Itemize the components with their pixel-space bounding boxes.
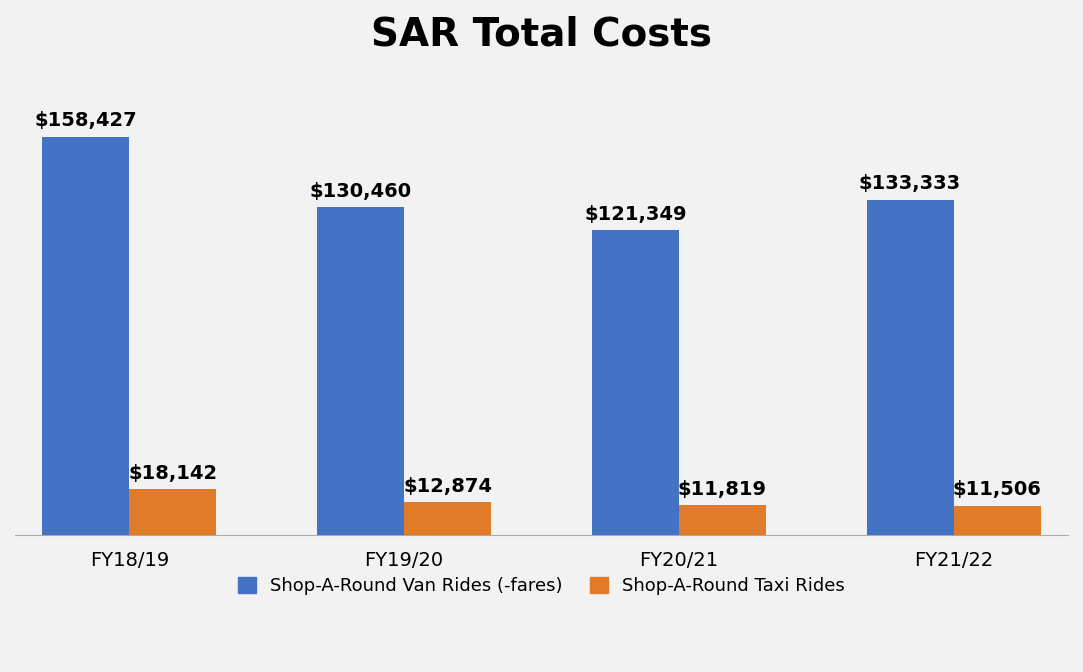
Text: $12,874: $12,874 bbox=[403, 477, 492, 496]
Title: SAR Total Costs: SAR Total Costs bbox=[371, 15, 712, 53]
Text: $158,427: $158,427 bbox=[35, 112, 138, 130]
Bar bbox=[404, 502, 491, 535]
Bar bbox=[130, 489, 217, 535]
Bar bbox=[42, 136, 130, 535]
Text: $130,460: $130,460 bbox=[310, 181, 412, 201]
Text: $18,142: $18,142 bbox=[129, 464, 218, 482]
Bar bbox=[679, 505, 766, 535]
Bar bbox=[866, 200, 953, 535]
Text: $121,349: $121,349 bbox=[584, 204, 687, 224]
Bar bbox=[592, 230, 679, 535]
Text: $11,506: $11,506 bbox=[953, 480, 1042, 499]
Legend: Shop-A-Round Van Rides (-fares), Shop-A-Round Taxi Rides: Shop-A-Round Van Rides (-fares), Shop-A-… bbox=[238, 577, 845, 595]
Bar bbox=[317, 207, 404, 535]
Text: $11,819: $11,819 bbox=[678, 480, 767, 499]
Text: $133,333: $133,333 bbox=[859, 175, 961, 194]
Bar bbox=[953, 506, 1041, 535]
